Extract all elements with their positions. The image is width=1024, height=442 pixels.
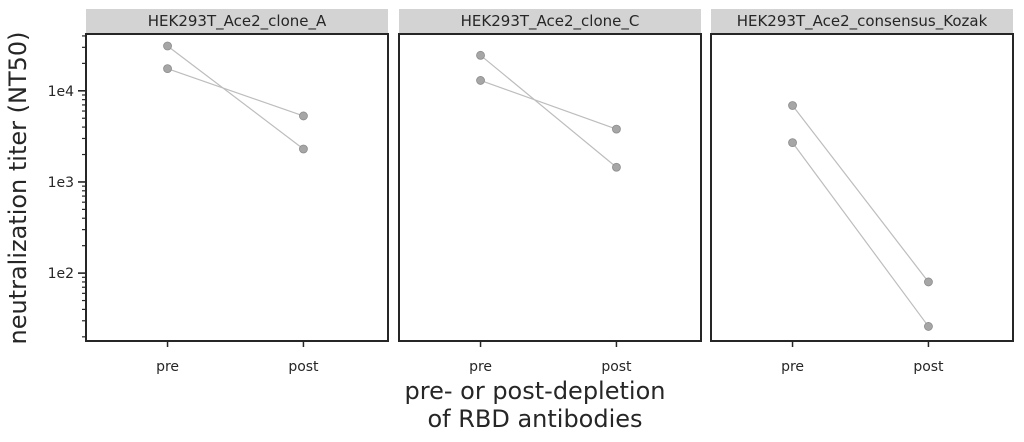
data-point — [299, 111, 308, 121]
data-point — [476, 50, 485, 60]
series-line — [792, 142, 929, 327]
y-axis-title: neutralization titer (NT50) — [4, 31, 32, 344]
facet-title: HEK293T_Ace2_clone_C — [461, 12, 640, 31]
x-tick-label: post — [913, 359, 944, 375]
y-tick-label: 1e4 — [48, 84, 75, 100]
series-line — [480, 79, 617, 130]
data-point — [924, 322, 933, 331]
data-point — [612, 162, 621, 172]
data-point — [299, 144, 308, 154]
x-axis-title-line-1: pre- or post-depletion — [405, 377, 666, 405]
facet-title: HEK293T_Ace2_clone_A — [148, 12, 327, 31]
series-line — [480, 54, 617, 168]
x-tick-label: pre — [469, 359, 492, 375]
data-point — [163, 64, 172, 74]
data-point — [924, 277, 933, 287]
panel-frame — [398, 33, 702, 342]
series-line — [167, 68, 304, 117]
x-axis-title-line-2: of RBD antibodies — [427, 405, 642, 433]
y-tick-label: 1e3 — [48, 175, 74, 191]
x-tick-label: post — [601, 359, 632, 375]
x-tick-label: pre — [156, 359, 179, 375]
facet-title: HEK293T_Ace2_consensus_Kozak — [737, 12, 988, 31]
data-point — [163, 41, 172, 51]
series-line — [167, 45, 304, 150]
facet-strip — [399, 9, 701, 33]
series-line — [792, 105, 929, 283]
data-point — [788, 138, 797, 148]
facet-strip — [711, 9, 1013, 33]
x-tick-label: post — [288, 359, 319, 375]
panel-frame — [85, 33, 389, 342]
data-point — [476, 76, 485, 85]
data-point — [612, 124, 621, 134]
x-tick-label: pre — [781, 359, 804, 375]
data-point — [788, 101, 797, 110]
panel-frame — [710, 33, 1014, 342]
y-tick-label: 1e2 — [48, 266, 74, 282]
y-axis: 1e2 1e3 1e4 — [48, 35, 86, 338]
facet-strip — [86, 9, 388, 33]
